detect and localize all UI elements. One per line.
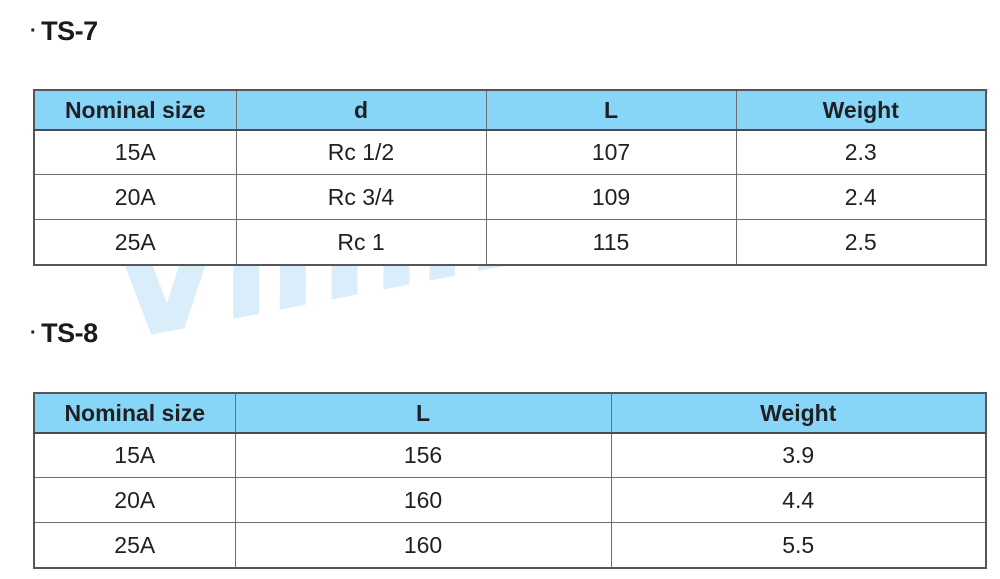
- table-header-row: Nominal size d L Weight: [33, 89, 987, 131]
- table-ts7-container: Nominal size d L Weight 15A Rc 1/2 107 2…: [33, 89, 987, 266]
- column-header-weight: Weight: [735, 89, 987, 131]
- cell-l: 160: [234, 522, 612, 569]
- column-header-nominal-size: Nominal size: [33, 392, 236, 434]
- cell-d: Rc 3/4: [235, 174, 487, 220]
- cell-d: Rc 1: [235, 219, 487, 266]
- section-title-ts7: · TS-7: [30, 18, 98, 45]
- spec-table-ts8: Nominal size L Weight 15A 156 3.9 20A 16…: [33, 392, 987, 569]
- cell-weight: 3.9: [610, 432, 987, 478]
- cell-weight: 5.5: [610, 522, 987, 569]
- cell-l: 160: [234, 477, 612, 523]
- cell-nominal-size: 25A: [33, 522, 236, 569]
- section-title-ts8-label: TS-8: [41, 318, 98, 348]
- table-row: 20A 160 4.4: [33, 477, 987, 523]
- table-row: 25A 160 5.5: [33, 522, 987, 569]
- cell-nominal-size: 20A: [33, 477, 236, 523]
- table-header-row: Nominal size L Weight: [33, 392, 987, 434]
- cell-l: 107: [485, 129, 737, 175]
- column-header-l: L: [234, 392, 612, 434]
- cell-weight: 2.5: [735, 219, 987, 266]
- table-row: 20A Rc 3/4 109 2.4: [33, 174, 987, 220]
- cell-weight: 4.4: [610, 477, 987, 523]
- bullet-icon: ·: [30, 20, 37, 42]
- cell-nominal-size: 20A: [33, 174, 237, 220]
- section-title-ts8: · TS-8: [30, 320, 98, 347]
- cell-nominal-size: 25A: [33, 219, 237, 266]
- cell-weight: 2.3: [735, 129, 987, 175]
- bullet-icon: ·: [30, 322, 37, 344]
- column-header-l: L: [485, 89, 737, 131]
- spec-table-ts7: Nominal size d L Weight 15A Rc 1/2 107 2…: [33, 89, 987, 266]
- cell-nominal-size: 15A: [33, 129, 237, 175]
- table-ts8-container: Nominal size L Weight 15A 156 3.9 20A 16…: [33, 392, 987, 569]
- column-header-nominal-size: Nominal size: [33, 89, 237, 131]
- table-row: 15A Rc 1/2 107 2.3: [33, 129, 987, 175]
- cell-nominal-size: 15A: [33, 432, 236, 478]
- table-row: 25A Rc 1 115 2.5: [33, 219, 987, 266]
- cell-l: 109: [485, 174, 737, 220]
- cell-weight: 2.4: [735, 174, 987, 220]
- table-row: 15A 156 3.9: [33, 432, 987, 478]
- cell-l: 156: [234, 432, 612, 478]
- cell-d: Rc 1/2: [235, 129, 487, 175]
- column-header-d: d: [235, 89, 487, 131]
- cell-l: 115: [485, 219, 737, 266]
- column-header-weight: Weight: [610, 392, 987, 434]
- section-title-ts7-label: TS-7: [41, 16, 98, 46]
